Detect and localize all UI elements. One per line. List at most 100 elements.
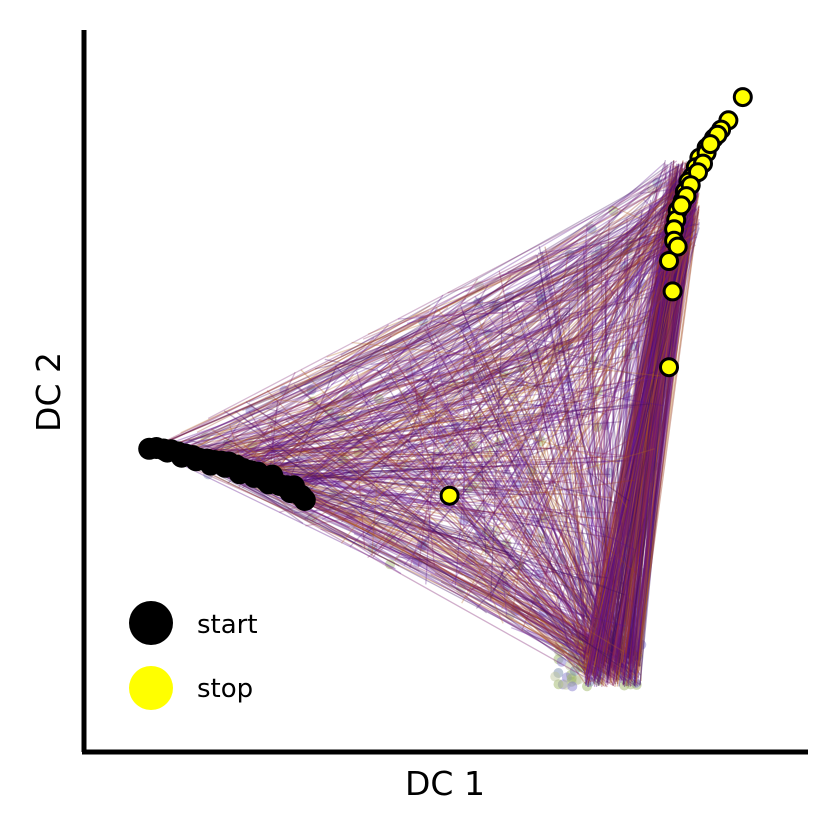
trajectory-line <box>597 346 667 686</box>
background-point <box>418 538 429 549</box>
trajectory-line <box>375 381 429 405</box>
background-point <box>538 607 549 618</box>
background-point <box>621 349 632 360</box>
trajectory-line <box>575 462 616 678</box>
trajectory-line <box>520 308 640 661</box>
trajectory-line <box>451 212 676 585</box>
trajectory-line <box>630 192 680 662</box>
trajectory-line <box>286 415 508 487</box>
trajectory-line <box>381 195 669 465</box>
trajectory-line <box>514 310 569 471</box>
trajectory-line <box>613 249 652 304</box>
trajectory-line <box>394 373 437 468</box>
trajectory-line <box>253 298 467 478</box>
trajectory-line <box>272 474 555 483</box>
trajectory-line <box>586 193 700 688</box>
background-point <box>649 461 660 471</box>
trajectory-line <box>293 485 583 622</box>
trajectory-line <box>392 480 613 499</box>
trajectory-line <box>309 207 671 415</box>
background-point <box>636 639 647 650</box>
trajectory-line <box>225 466 588 492</box>
trajectory-line <box>593 464 641 681</box>
trajectory-line <box>638 201 682 667</box>
background-point <box>483 445 494 456</box>
background-point <box>604 240 615 251</box>
trajectory-line <box>640 188 674 195</box>
trajectory-line <box>497 330 640 378</box>
background-point <box>554 638 565 649</box>
trajectory-line <box>266 407 618 504</box>
trajectory-line <box>585 470 630 502</box>
series-points <box>138 87 753 511</box>
trajectory-line <box>593 473 611 681</box>
trajectory-line <box>331 455 384 516</box>
background-point <box>617 490 628 501</box>
trajectory-line <box>513 175 678 422</box>
trajectory-line <box>254 476 576 516</box>
trajectory-line <box>243 454 502 470</box>
trajectory-line <box>235 372 665 467</box>
trajectory-line <box>546 447 590 684</box>
trajectory-line <box>539 403 605 654</box>
background-point <box>609 575 620 586</box>
trajectory-line <box>347 434 590 583</box>
trajectory-line <box>257 426 485 474</box>
trajectory-line <box>595 161 673 687</box>
trajectory-line <box>544 246 638 666</box>
trajectory-line <box>340 456 591 674</box>
trajectory-line <box>633 317 668 685</box>
trajectory-line <box>337 186 650 460</box>
trajectory-line <box>507 215 683 273</box>
trajectory-line <box>346 408 634 658</box>
trajectory-line <box>286 485 515 558</box>
background-point <box>247 440 258 451</box>
trajectory-line <box>314 306 449 418</box>
trajectory-line <box>370 345 529 366</box>
background-point <box>625 634 636 645</box>
trajectory-line <box>199 228 591 460</box>
trajectory-line <box>533 608 599 665</box>
trajectory-line <box>463 196 676 368</box>
trajectory-line <box>594 189 695 681</box>
trajectory-line <box>464 335 593 655</box>
trajectory-line <box>181 403 635 458</box>
trajectory-line <box>250 454 652 472</box>
trajectory-line <box>626 247 641 664</box>
trajectory-line <box>265 397 472 422</box>
trajectory-line <box>637 175 690 661</box>
trajectory-line <box>348 468 588 672</box>
background-point <box>556 656 567 667</box>
trajectory-line <box>629 179 700 667</box>
trajectory-line <box>230 288 592 450</box>
trajectory-line <box>508 413 602 655</box>
trajectory-line <box>235 396 550 467</box>
trajectory-line <box>486 366 539 393</box>
trajectory-line <box>438 234 694 364</box>
trajectory-line <box>294 447 616 668</box>
trajectory-line <box>351 341 660 377</box>
trajectory-line <box>636 209 695 652</box>
trajectory-line <box>293 260 617 487</box>
background-point <box>592 422 603 432</box>
background-point <box>504 291 515 302</box>
trajectory-line <box>625 196 673 653</box>
trajectory-line <box>525 538 631 659</box>
trajectory-line <box>185 336 616 456</box>
trajectory-line <box>605 165 678 660</box>
trajectory-line <box>181 304 431 458</box>
trajectory-line <box>569 188 676 641</box>
trajectory-line <box>297 386 633 681</box>
trajectory-line <box>210 375 598 466</box>
trajectory-line <box>610 348 628 656</box>
trajectory-line <box>502 479 630 673</box>
background-point <box>279 385 290 396</box>
trajectory-line <box>293 409 374 487</box>
trajectory-line <box>228 304 667 464</box>
trajectory-line <box>264 310 618 481</box>
trajectory-line <box>516 212 685 436</box>
trajectory-line <box>456 206 684 329</box>
trajectory-line <box>177 282 612 454</box>
trajectory-line <box>239 309 587 474</box>
trajectory-line <box>583 489 639 657</box>
